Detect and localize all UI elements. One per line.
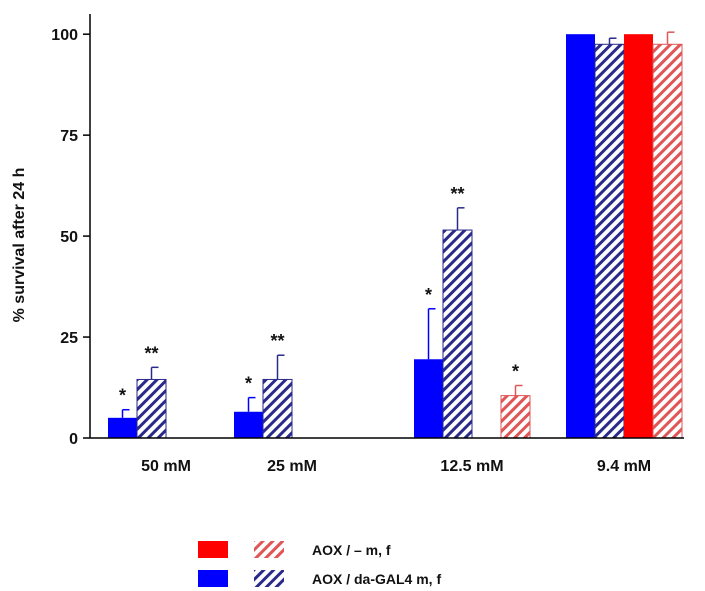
- bar: [566, 34, 595, 438]
- bar: [137, 379, 166, 438]
- bars: [108, 34, 682, 438]
- legend-swatch-blue-solid: [198, 570, 228, 587]
- bar: [234, 412, 263, 438]
- y-axis-ticks: 0 25 50 75 100: [51, 27, 90, 448]
- bar: [653, 44, 682, 438]
- bar: [414, 359, 443, 438]
- legend: AOX / – m, f AOX / da-GAL4 m, f: [198, 541, 441, 587]
- y-tick-label: 100: [51, 27, 78, 44]
- x-tick-label: 12.5 mM: [440, 458, 503, 475]
- x-axis-ticks: 50 mM 25 mM 12.5 mM 9.4 mM: [141, 458, 651, 475]
- bar: [624, 34, 653, 438]
- y-tick-label: 0: [69, 431, 78, 448]
- significance-marker: *: [425, 285, 432, 305]
- significance-marker: *: [512, 362, 519, 382]
- bar: [595, 44, 624, 438]
- x-tick-label: 9.4 mM: [597, 458, 651, 475]
- legend-swatch-blue-hatched: [254, 570, 284, 587]
- x-tick-label: 25 mM: [267, 458, 317, 475]
- x-tick-label: 50 mM: [141, 458, 191, 475]
- bar: [443, 230, 472, 438]
- y-tick-label: 50: [60, 229, 78, 246]
- bar: [108, 418, 137, 438]
- bar: [263, 379, 292, 438]
- legend-swatch-red-solid: [198, 541, 228, 558]
- significance-marker: *: [119, 386, 126, 406]
- y-axis-label: % survival after 24 h: [11, 168, 28, 323]
- legend-label-aox-da-gal4: AOX / da-GAL4 m, f: [312, 571, 441, 587]
- y-tick-label: 25: [60, 330, 78, 347]
- legend-label-aox-control: AOX / – m, f: [312, 542, 391, 558]
- y-tick-label: 75: [60, 128, 78, 145]
- significance-marker: *: [245, 374, 252, 394]
- significance-marker: **: [450, 184, 464, 204]
- bar: [501, 396, 530, 438]
- significance-marker: **: [270, 331, 284, 351]
- significance-marker: **: [144, 343, 158, 363]
- legend-swatch-red-hatched: [254, 541, 284, 558]
